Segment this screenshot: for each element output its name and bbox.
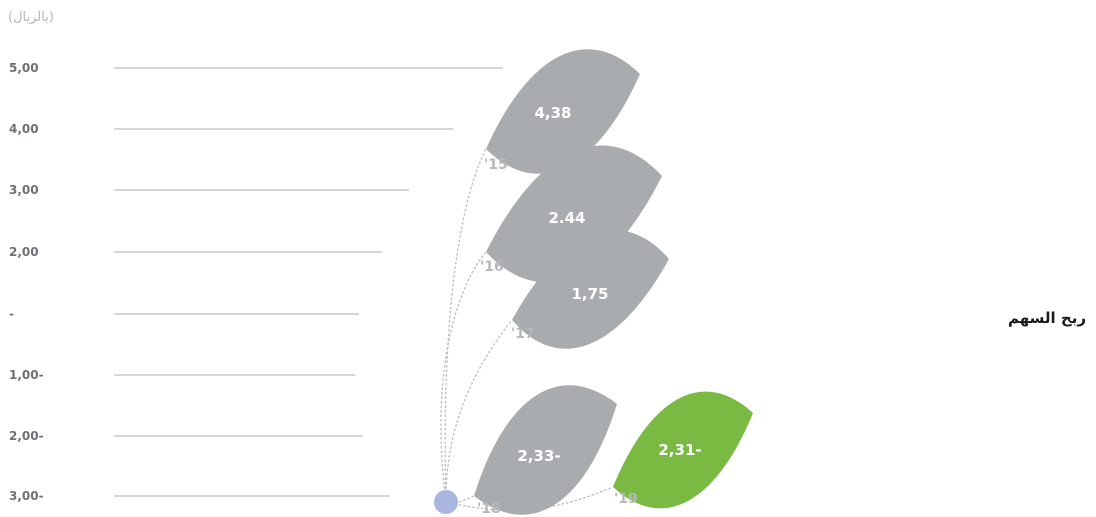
connector-line	[440, 251, 487, 503]
unit-label: (بالريال)	[8, 10, 54, 25]
leaf	[512, 230, 669, 349]
data-label: 2,31-	[658, 441, 701, 459]
year-label: '15	[484, 157, 508, 173]
data-label: 2.44	[548, 209, 585, 227]
year-label: '19	[614, 491, 638, 507]
origin-dot	[434, 490, 458, 514]
y-tick-label: -	[9, 307, 14, 321]
connector-line	[445, 319, 513, 503]
data-label: 1,75	[571, 285, 608, 303]
year-label: '16	[480, 259, 504, 275]
connector-line	[444, 148, 487, 503]
y-tick-label: 1,00-	[9, 368, 44, 382]
data-label: 2,33-	[517, 447, 560, 465]
y-tick-label: 3,00-	[9, 489, 44, 503]
year-label: '18	[477, 501, 501, 517]
y-tick-label: 5,00	[9, 61, 39, 75]
connector-line	[445, 495, 475, 504]
data-label: 4,38	[534, 104, 571, 122]
y-tick-label: 2,00-	[9, 429, 44, 443]
leaf-highlight	[613, 391, 753, 509]
leaf	[474, 385, 617, 515]
y-tick-label: 4,00	[9, 122, 39, 136]
year-label: '17	[511, 326, 535, 342]
leaf	[486, 49, 640, 174]
y-tick-label: 2,00	[9, 245, 39, 259]
leaf	[486, 145, 662, 283]
y-tick-label: 3,00	[9, 183, 39, 197]
side-title: ربح السهم	[1007, 309, 1086, 327]
